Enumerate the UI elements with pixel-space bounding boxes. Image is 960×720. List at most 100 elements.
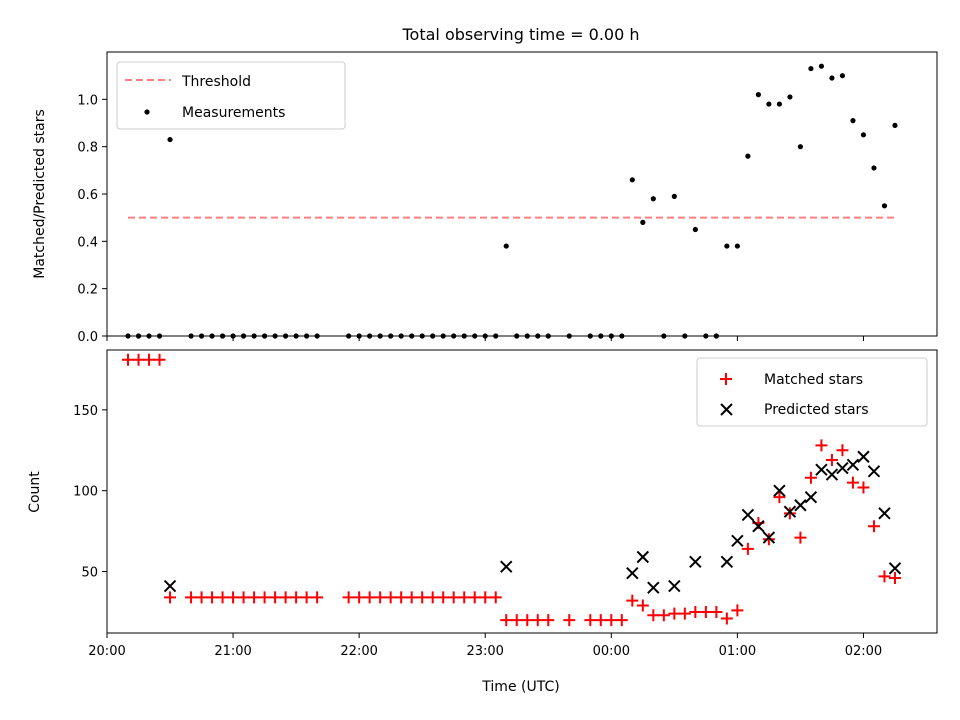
matched-star-point	[584, 614, 597, 627]
matched-star-point	[216, 591, 229, 604]
legend-measurements-label: Measurements	[182, 105, 285, 121]
measurement-point	[619, 333, 625, 339]
matched-star-point	[342, 591, 355, 604]
measurement-point	[650, 196, 656, 202]
predicted-star-point	[689, 555, 702, 569]
matched-star-point	[258, 591, 271, 604]
measurement-point	[156, 333, 163, 339]
measurement-point	[545, 333, 551, 339]
measurement-point	[713, 333, 719, 339]
matched-star-point	[846, 476, 859, 489]
top-y-tick-label: 1.0	[77, 93, 98, 108]
top-y-tick-label: 0.4	[77, 235, 98, 250]
measurement-point	[125, 333, 131, 339]
bottom-y-tick-label: 150	[73, 404, 98, 419]
matched-star-point	[699, 605, 712, 618]
matched-star-point	[227, 591, 240, 604]
bottom-legend: Matched stars Predicted stars	[696, 357, 928, 427]
predicted-star-point	[794, 499, 807, 512]
matched-star-point	[311, 591, 324, 604]
predicted-star-point	[741, 508, 755, 522]
measurement-point	[860, 132, 867, 138]
measurement-point	[776, 101, 783, 107]
matched-star-point	[437, 591, 450, 604]
measurement-point	[356, 333, 362, 339]
measurement-point	[766, 101, 772, 107]
x-tick-label: 21:00	[214, 644, 251, 659]
measurement-point	[219, 333, 226, 339]
matched-star-point	[857, 481, 870, 494]
measurement-point	[671, 193, 677, 199]
predicted-star-point	[731, 534, 744, 548]
matched-star-point	[804, 471, 817, 484]
measurement-point	[314, 333, 320, 339]
predicted-star-point	[752, 520, 765, 533]
x-tick-label: 23:00	[466, 644, 503, 659]
predicted-star-point	[668, 579, 681, 593]
matched-star-point	[542, 614, 555, 627]
matched-star-point	[825, 453, 838, 466]
matched-star-point	[510, 614, 523, 627]
matched-star-point	[888, 572, 901, 585]
measurement-point	[535, 333, 541, 339]
measurement-point	[703, 333, 709, 339]
matched-star-point	[647, 609, 660, 622]
x-tick-label: 22:00	[340, 644, 377, 659]
x-axis-label: Time (UTC)	[481, 679, 559, 695]
measurement-point	[503, 243, 509, 249]
predicted-star-point	[783, 505, 797, 518]
measurement-point	[346, 333, 352, 339]
measurement-point	[724, 243, 730, 249]
predicted-star-point	[888, 562, 902, 575]
measurement-point	[230, 333, 236, 339]
bottom-legend-box	[696, 357, 928, 427]
measurement-point	[272, 333, 278, 339]
predicted-star-point	[815, 463, 828, 476]
matched-star-point	[605, 614, 618, 627]
chart-title: Total observing time = 0.00 h	[401, 25, 639, 44]
matched-star-point	[741, 542, 754, 555]
matched-star-point	[710, 605, 723, 618]
measurement-point	[209, 333, 215, 339]
matched-star-point	[447, 591, 460, 604]
top-y-axis-label: Matched/Predicted stars	[32, 109, 48, 279]
measurement-point	[881, 203, 888, 209]
top-y-tick-label: 0.0	[77, 330, 98, 345]
matched-star-point	[143, 353, 156, 366]
measurement-point	[608, 333, 614, 339]
bottom-y-tick-label: 100	[73, 485, 98, 500]
matched-star-point	[185, 591, 198, 604]
top-y-tick-label: 0.2	[77, 283, 98, 298]
measurement-point	[745, 153, 751, 159]
matched-star-point	[773, 491, 786, 504]
measurement-point	[797, 144, 804, 150]
measurement-point	[787, 94, 793, 100]
measurement-point	[482, 333, 488, 339]
matched-star-point	[668, 607, 681, 620]
matched-star-point	[195, 591, 208, 604]
measurement-point	[514, 333, 520, 339]
matched-star-point	[374, 591, 387, 604]
predicted-star-point	[867, 465, 881, 478]
bottom-y-axis-label: Count	[27, 471, 43, 513]
predicted-star-point	[626, 566, 639, 580]
measurement-point	[451, 333, 457, 339]
measurement-point	[135, 333, 142, 339]
matched-star-point	[878, 570, 891, 583]
matched-star-point	[731, 604, 744, 617]
legend-measurements-swatch	[144, 109, 150, 115]
legend-predicted-label: Predicted stars	[764, 402, 869, 418]
matched-star-point	[426, 591, 439, 604]
predicted-star-point	[836, 461, 849, 475]
matched-star-point	[689, 605, 702, 618]
x-tick-label: 01:00	[719, 644, 756, 659]
legend-matched-label: Matched stars	[764, 372, 863, 388]
count-plot: 20:00 21:00 22:00 23:00 00:00 01:00 02:00 50 100…	[73, 349, 938, 659]
legend-matched-swatch	[720, 373, 732, 385]
measurement-point	[892, 122, 898, 128]
matched-star-point	[279, 591, 292, 604]
predicted-star-point	[762, 531, 776, 544]
matched-star-point	[300, 591, 313, 604]
predicted-star-point	[636, 550, 650, 564]
